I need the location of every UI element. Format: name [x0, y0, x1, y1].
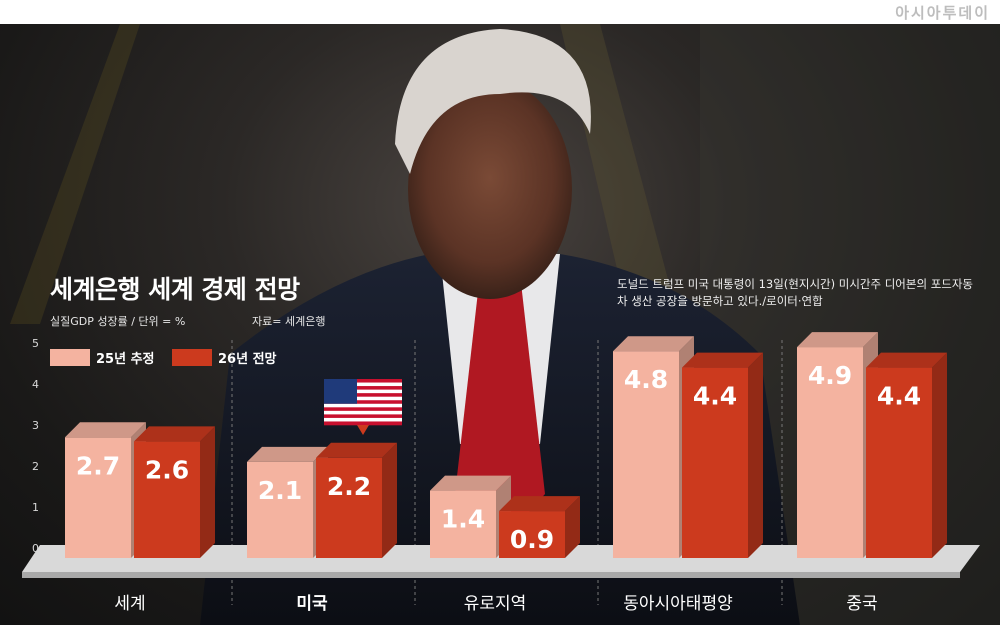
- bar-series1: [430, 490, 496, 558]
- chart-floor-front: [22, 572, 960, 578]
- y-tick-label: 3: [32, 419, 39, 432]
- photo-caption: 도널드 트럼프 미국 대통령이 13일(현지시간) 미시간주 디어본의 포드자동…: [617, 277, 974, 308]
- y-tick-label: 2: [32, 460, 39, 473]
- brand-logo: 아시아투데이: [895, 4, 990, 22]
- chart-subtitle: 실질GDP 성장률 / 단위 = %: [50, 315, 186, 328]
- bar-series2: [134, 441, 200, 558]
- y-tick-label: 4: [32, 378, 39, 391]
- bar-series2: [682, 367, 748, 558]
- bar-top-series1: [247, 446, 328, 462]
- us-flag-icon: [324, 379, 402, 435]
- chart-source: 자료= 세계은행: [252, 315, 326, 328]
- bar-series2: [499, 511, 565, 558]
- bar-top-series2: [316, 442, 397, 458]
- legend-swatch-series1: [50, 349, 90, 366]
- legend-label-series1: 25년 추정: [96, 352, 155, 367]
- bar-series2: [316, 457, 382, 558]
- legend-item-series1: 25년 추정: [50, 348, 155, 367]
- bar-series1: [797, 347, 863, 558]
- bar-side-series2: [748, 352, 763, 558]
- data-label-series1: 4.9: [808, 361, 852, 390]
- y-tick-label: 5: [32, 337, 39, 350]
- bar-series1: [247, 461, 313, 558]
- bar-series1: [613, 351, 679, 558]
- bar-side-series2: [382, 442, 397, 558]
- y-tick-label: 0: [32, 542, 39, 555]
- data-label-series2: 4.4: [877, 382, 921, 411]
- bar-top-series2: [499, 496, 580, 512]
- bar-top-series1: [65, 422, 146, 438]
- bar-top-series1: [797, 332, 878, 348]
- x-category-label: 중국: [846, 594, 878, 614]
- legend-swatch-series2: [172, 349, 212, 366]
- data-label-series1: 4.8: [624, 365, 668, 394]
- bar-top-series2: [866, 352, 947, 368]
- bar-top-series2: [134, 426, 215, 442]
- bar-top-series2: [682, 352, 763, 368]
- bar-side-series2: [932, 352, 947, 558]
- data-label-series2: 2.2: [327, 472, 371, 501]
- data-label-series1: 2.7: [76, 451, 120, 480]
- x-category-label: 세계: [114, 594, 146, 614]
- x-category-label: 동아시아태평양: [623, 594, 733, 614]
- bar-side-series2: [200, 426, 215, 558]
- bar-top-series1: [613, 336, 694, 352]
- data-label-series2: 0.9: [510, 525, 554, 554]
- bar-top-series1: [430, 475, 511, 491]
- x-category-label: 유로지역: [463, 594, 527, 614]
- data-label-series1: 2.1: [258, 476, 302, 505]
- chart-title: 세계은행 세계 경제 전망: [50, 275, 300, 304]
- bar-side-series2: [565, 496, 580, 558]
- y-tick-label: 1: [32, 501, 39, 514]
- legend-label-series2: 26년 전망: [218, 352, 277, 367]
- data-label-series2: 4.4: [693, 382, 737, 411]
- legend-item-series2: 26년 전망: [172, 348, 277, 367]
- data-label-series1: 1.4: [441, 505, 485, 534]
- x-category-label: 미국: [296, 594, 328, 614]
- bar-series1: [65, 437, 131, 558]
- data-label-series2: 2.6: [145, 455, 189, 484]
- bar-series2: [866, 367, 932, 558]
